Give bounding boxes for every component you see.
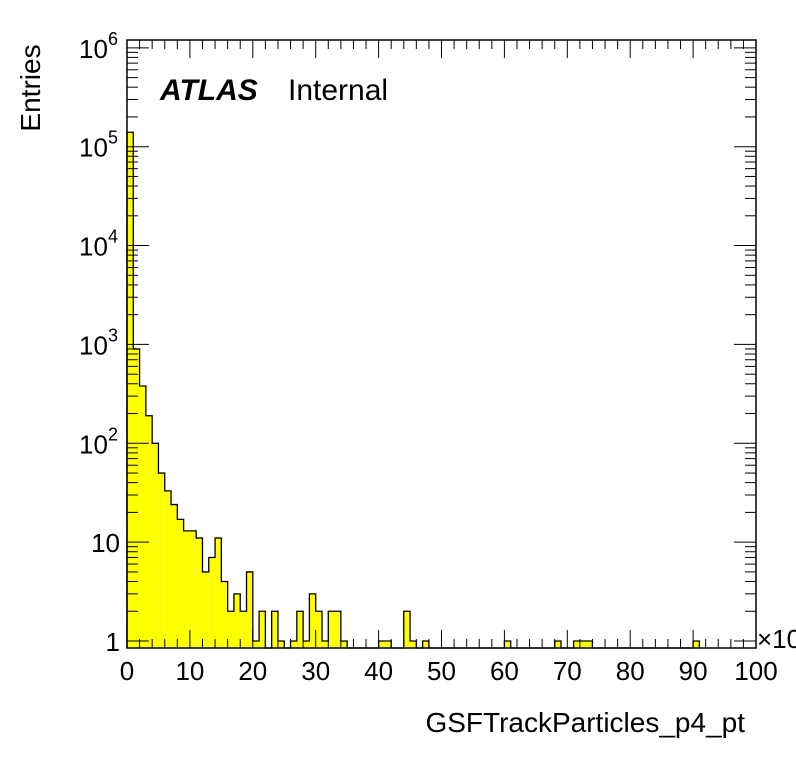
histogram-bin: [328, 611, 335, 648]
histogram-bin: [554, 641, 562, 648]
histogram-bin: [196, 538, 203, 648]
histogram-bin: [410, 641, 417, 648]
histogram-bin: [586, 641, 593, 648]
histogram-bin: [277, 641, 285, 648]
histogram-bin: [215, 538, 222, 648]
x-tick-label: 50: [427, 656, 456, 686]
histogram-bin: [303, 641, 310, 648]
histogram-bin: [422, 641, 429, 648]
histogram-bin: [183, 530, 190, 648]
histogram-bin: [171, 504, 178, 648]
histogram-bin: [133, 348, 140, 648]
histogram-bin: [177, 519, 184, 648]
y-tick-exponent: 3: [108, 325, 118, 345]
y-tick-label: 10: [79, 34, 108, 64]
histogram-bin: [158, 473, 165, 648]
histogram-bin: [309, 593, 316, 648]
x-multiplier-label: ×10: [757, 624, 796, 654]
histogram-bin: [315, 611, 322, 648]
x-tick-label: 100: [734, 656, 777, 686]
histogram-bin: [252, 641, 260, 648]
y-tick-exponent: 4: [108, 227, 118, 247]
histogram-bin: [164, 490, 172, 648]
x-tick-label: 10: [175, 656, 204, 686]
histogram-bars: [126, 131, 701, 649]
y-tick-exponent: 5: [108, 128, 118, 148]
histogram-bin: [259, 611, 266, 648]
x-tick-label: 90: [679, 656, 708, 686]
histogram-bin: [296, 611, 304, 648]
histogram-bin: [271, 611, 278, 648]
histogram-bin: [127, 132, 134, 648]
x-tick-label: 0: [120, 656, 134, 686]
y-tick-label: 10: [79, 133, 108, 163]
histogram-bin: [340, 641, 348, 648]
x-tick-label: 60: [490, 656, 519, 686]
histogram-bin: [246, 571, 253, 648]
histogram-bin: [145, 415, 153, 648]
histogram-bin: [384, 641, 392, 648]
y-tick-label: 10: [79, 232, 108, 262]
histogram-bin: [334, 611, 341, 648]
histogram-bin: [573, 641, 580, 648]
y-tick-label: 10: [79, 429, 108, 459]
histogram-bin: [227, 611, 234, 648]
x-tick-label: 40: [364, 656, 393, 686]
histogram-bin: [152, 443, 159, 648]
y-tick-label: 1: [106, 627, 120, 657]
y-tick-exponent: 2: [108, 424, 118, 444]
histogram-bin: [208, 557, 216, 648]
histogram-bin: [321, 641, 329, 648]
y-tick-exponent: 6: [108, 29, 118, 49]
y-axis-title: Entries: [15, 44, 46, 131]
histogram-bin: [233, 593, 241, 648]
x-tick-label: 30: [301, 656, 330, 686]
internal-label: Internal: [288, 74, 388, 107]
histogram-bin: [202, 571, 209, 648]
x-tick-label: 80: [616, 656, 645, 686]
histogram-bin: [290, 641, 297, 648]
x-axis-title: GSFTrackParticles_p4_pt: [425, 707, 745, 738]
histogram-bin: [403, 611, 411, 648]
histogram-bin: [189, 530, 197, 648]
histogram-bin: [139, 385, 146, 648]
histogram-bin: [504, 641, 511, 648]
histogram-bin: [221, 581, 228, 648]
histogram-bin: [693, 641, 700, 648]
histogram-bin: [240, 611, 247, 648]
atlas-label: ATLAS: [159, 74, 258, 107]
y-tick-label: 10: [91, 528, 120, 558]
histogram-bin: [579, 641, 587, 648]
histogram-bin: [378, 641, 385, 648]
x-tick-label: 70: [553, 656, 582, 686]
x-tick-label: 20: [238, 656, 267, 686]
y-tick-label: 10: [79, 330, 108, 360]
axis-ticks: [126, 40, 757, 648]
